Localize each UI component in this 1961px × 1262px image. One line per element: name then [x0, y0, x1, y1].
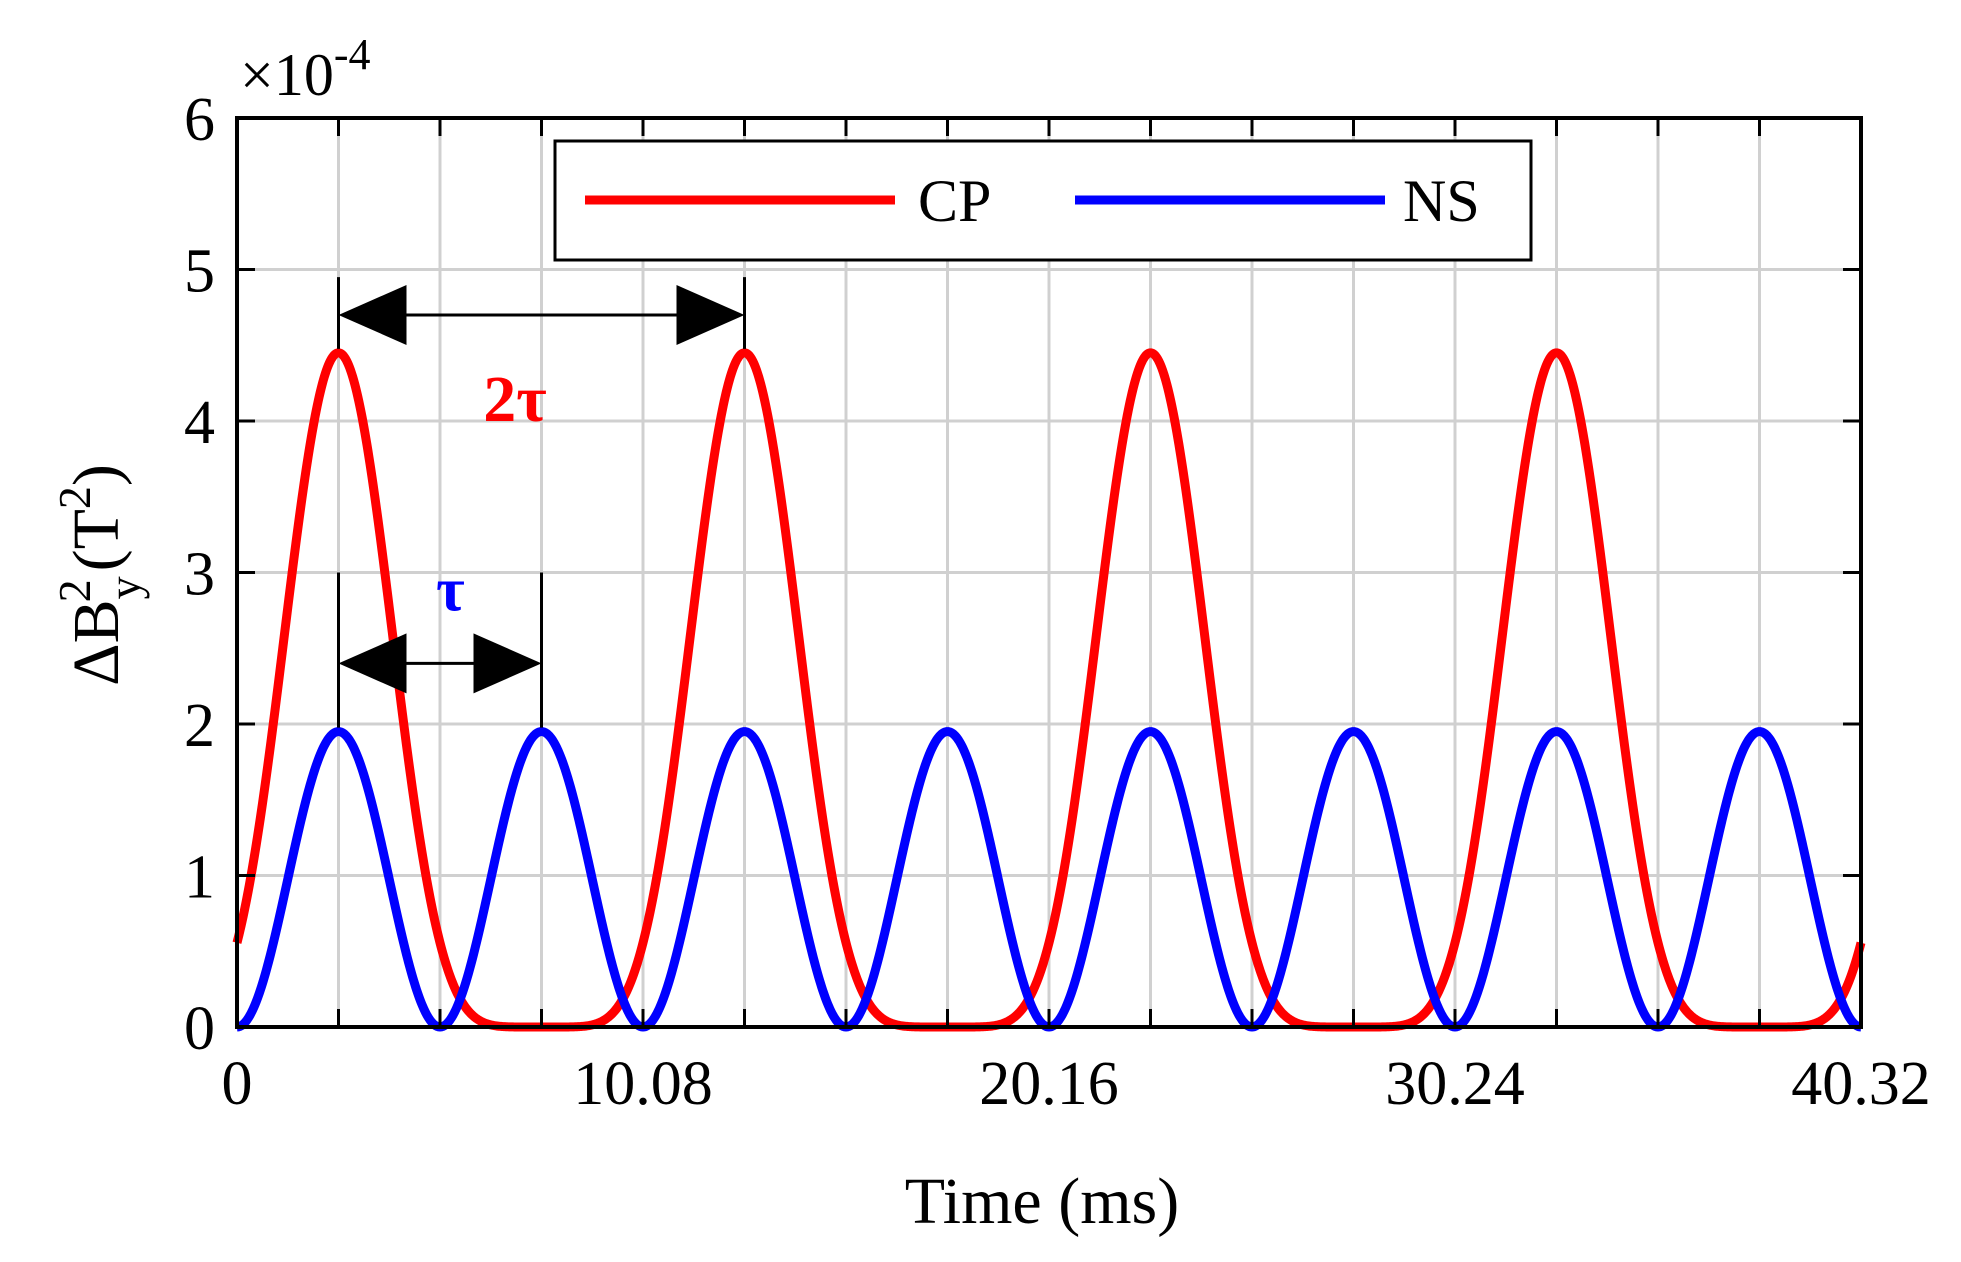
x-axis-title: Time (ms) — [905, 1165, 1179, 1238]
y-tick-label: 2 — [184, 692, 215, 760]
annotation-arrowhead-left — [338, 633, 407, 694]
axis-ticks: 0 10.08 20.16 30.24 40.32 0 1 2 3 4 5 6 — [184, 86, 1931, 1118]
annotation-label: 2τ — [483, 363, 546, 436]
annotations: 2τ τ — [337, 277, 746, 728]
grid — [237, 118, 1861, 1027]
legend-label-ns: NS — [1403, 168, 1480, 234]
y-tick-label: 6 — [184, 86, 215, 154]
legend-label-cp: CP — [918, 168, 991, 234]
y-exponent: ×10-4 — [240, 30, 371, 108]
annotation-arrowhead-right — [473, 633, 542, 694]
annotation-arrowhead-left — [338, 284, 407, 345]
y-axis-title: ΔBy2(T2) — [49, 464, 150, 686]
y-tick-label: 0 — [184, 995, 215, 1063]
y-tick-label: 4 — [184, 389, 215, 457]
legend: CP NS — [553, 139, 1533, 262]
x-tick-label: 40.32 — [1791, 1050, 1931, 1118]
y-tick-label: 3 — [184, 541, 215, 609]
x-tick-label: 0 — [222, 1050, 253, 1118]
x-tick-label: 10.08 — [573, 1050, 713, 1118]
annotation-arrowhead-right — [676, 284, 745, 345]
x-tick-label: 20.16 — [979, 1050, 1119, 1118]
y-tick-label: 1 — [184, 844, 215, 912]
annotation-label: τ — [436, 556, 465, 624]
y-tick-label: 5 — [184, 238, 215, 306]
x-tick-label: 30.24 — [1385, 1050, 1525, 1118]
